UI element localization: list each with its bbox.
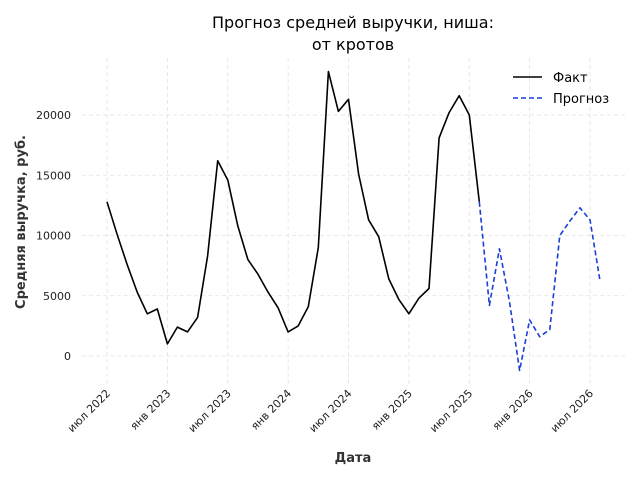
- y-axis: 0 5000 10000 15000 20000: [36, 109, 71, 363]
- x-tick-label: июл 2023: [186, 387, 234, 435]
- chart-title-line-2: от кротов: [312, 35, 394, 54]
- x-tick-label: июл 2024: [307, 387, 355, 435]
- y-tick-label: 0: [64, 350, 71, 363]
- series-line-forecast: [478, 201, 601, 372]
- y-tick-label: 10000: [36, 230, 71, 243]
- x-tick-label: янв 2026: [490, 387, 536, 433]
- grid: [82, 58, 625, 385]
- x-tick-label: июл 2025: [427, 387, 475, 435]
- y-tick-label: 15000: [36, 169, 71, 182]
- legend-label-fact: Факт: [553, 71, 588, 86]
- y-tick-label: 5000: [43, 290, 71, 303]
- y-axis-label: Средняя выручка, руб.: [14, 135, 29, 309]
- x-axis-label: Дата: [335, 451, 372, 466]
- x-tick-label: июл 2026: [548, 387, 596, 435]
- x-tick-label: янв 2024: [248, 387, 294, 433]
- series-line-fact: [106, 70, 481, 345]
- legend-label-forecast: Прогноз: [553, 92, 609, 107]
- legend: Факт Прогноз: [513, 71, 609, 107]
- y-tick-label: 20000: [36, 109, 71, 122]
- x-tick-label: янв 2025: [369, 387, 415, 433]
- x-tick-label: янв 2023: [128, 387, 174, 433]
- x-tick-label: июл 2022: [65, 387, 113, 435]
- chart-title-line-1: Прогноз средней выручки, ниша:: [212, 13, 494, 32]
- series-lines: [106, 70, 601, 372]
- x-axis: июл 2022 янв 2023 июл 2023 янв 2024 июл 2024…: [65, 387, 596, 435]
